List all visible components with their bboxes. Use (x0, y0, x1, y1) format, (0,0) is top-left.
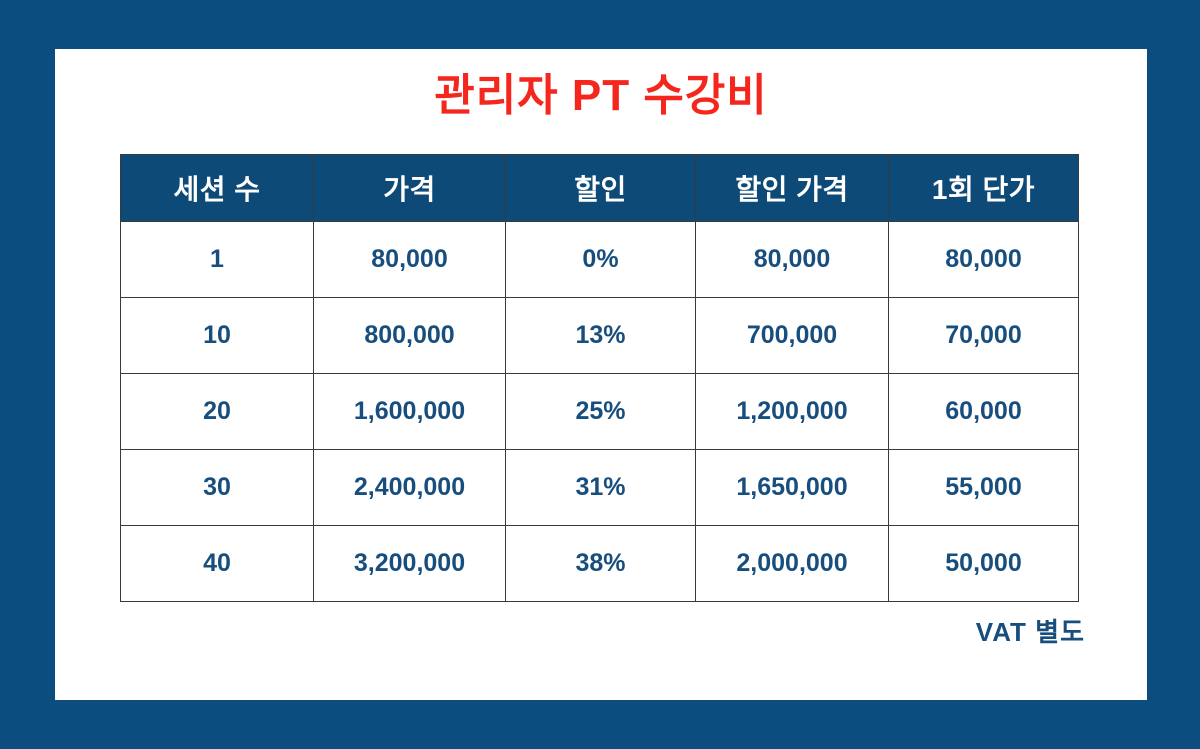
table-cell: 1,600,000 (313, 373, 506, 450)
table-cell: 700,000 (695, 297, 889, 374)
table-cell: 30 (120, 449, 314, 526)
table-header-cell: 할인 (505, 154, 696, 222)
table-header-cell: 할인 가격 (695, 154, 889, 222)
table-cell: 31% (505, 449, 696, 526)
table-row: 20 1,600,000 25% 1,200,000 60,000 (120, 373, 1079, 450)
table-header-row: 세션 수 가격 할인 할인 가격 1회 단가 (120, 154, 1079, 222)
table-cell: 80,000 (888, 221, 1079, 298)
table-header-cell: 1회 단가 (888, 154, 1079, 222)
table-cell: 10 (120, 297, 314, 374)
table-header-cell: 세션 수 (120, 154, 314, 222)
table-row: 1 80,000 0% 80,000 80,000 (120, 221, 1079, 298)
table-cell: 50,000 (888, 525, 1079, 602)
page-title: 관리자 PT 수강비 (434, 71, 768, 120)
table-cell: 80,000 (695, 221, 889, 298)
vat-note: VAT 별도 (975, 617, 1085, 647)
table-cell: 2,400,000 (313, 449, 506, 526)
table-cell: 40 (120, 525, 314, 602)
table-cell: 70,000 (888, 297, 1079, 374)
table-cell: 2,000,000 (695, 525, 889, 602)
table-row: 10 800,000 13% 700,000 70,000 (120, 297, 1079, 374)
table-cell: 3,200,000 (313, 525, 506, 602)
table-cell: 20 (120, 373, 314, 450)
table-cell: 55,000 (888, 449, 1079, 526)
table-cell: 1,200,000 (695, 373, 889, 450)
table-cell: 13% (505, 297, 696, 374)
table-cell: 60,000 (888, 373, 1079, 450)
table-cell: 1,650,000 (695, 449, 889, 526)
table-header-cell: 가격 (313, 154, 506, 222)
table-row: 30 2,400,000 31% 1,650,000 55,000 (120, 449, 1079, 526)
table-cell: 0% (505, 221, 696, 298)
content-card: 관리자 PT 수강비 세션 수 가격 할인 할인 가격 1회 단가 1 80,000 0% 8… (55, 49, 1147, 700)
table-cell: 80,000 (313, 221, 506, 298)
table-cell: 25% (505, 373, 696, 450)
pricing-table: 세션 수 가격 할인 할인 가격 1회 단가 1 80,000 0% 80,000 80,000… (120, 154, 1079, 602)
table-cell: 800,000 (313, 297, 506, 374)
table-cell: 1 (120, 221, 314, 298)
table-row: 40 3,200,000 38% 2,000,000 50,000 (120, 525, 1079, 602)
table-cell: 38% (505, 525, 696, 602)
